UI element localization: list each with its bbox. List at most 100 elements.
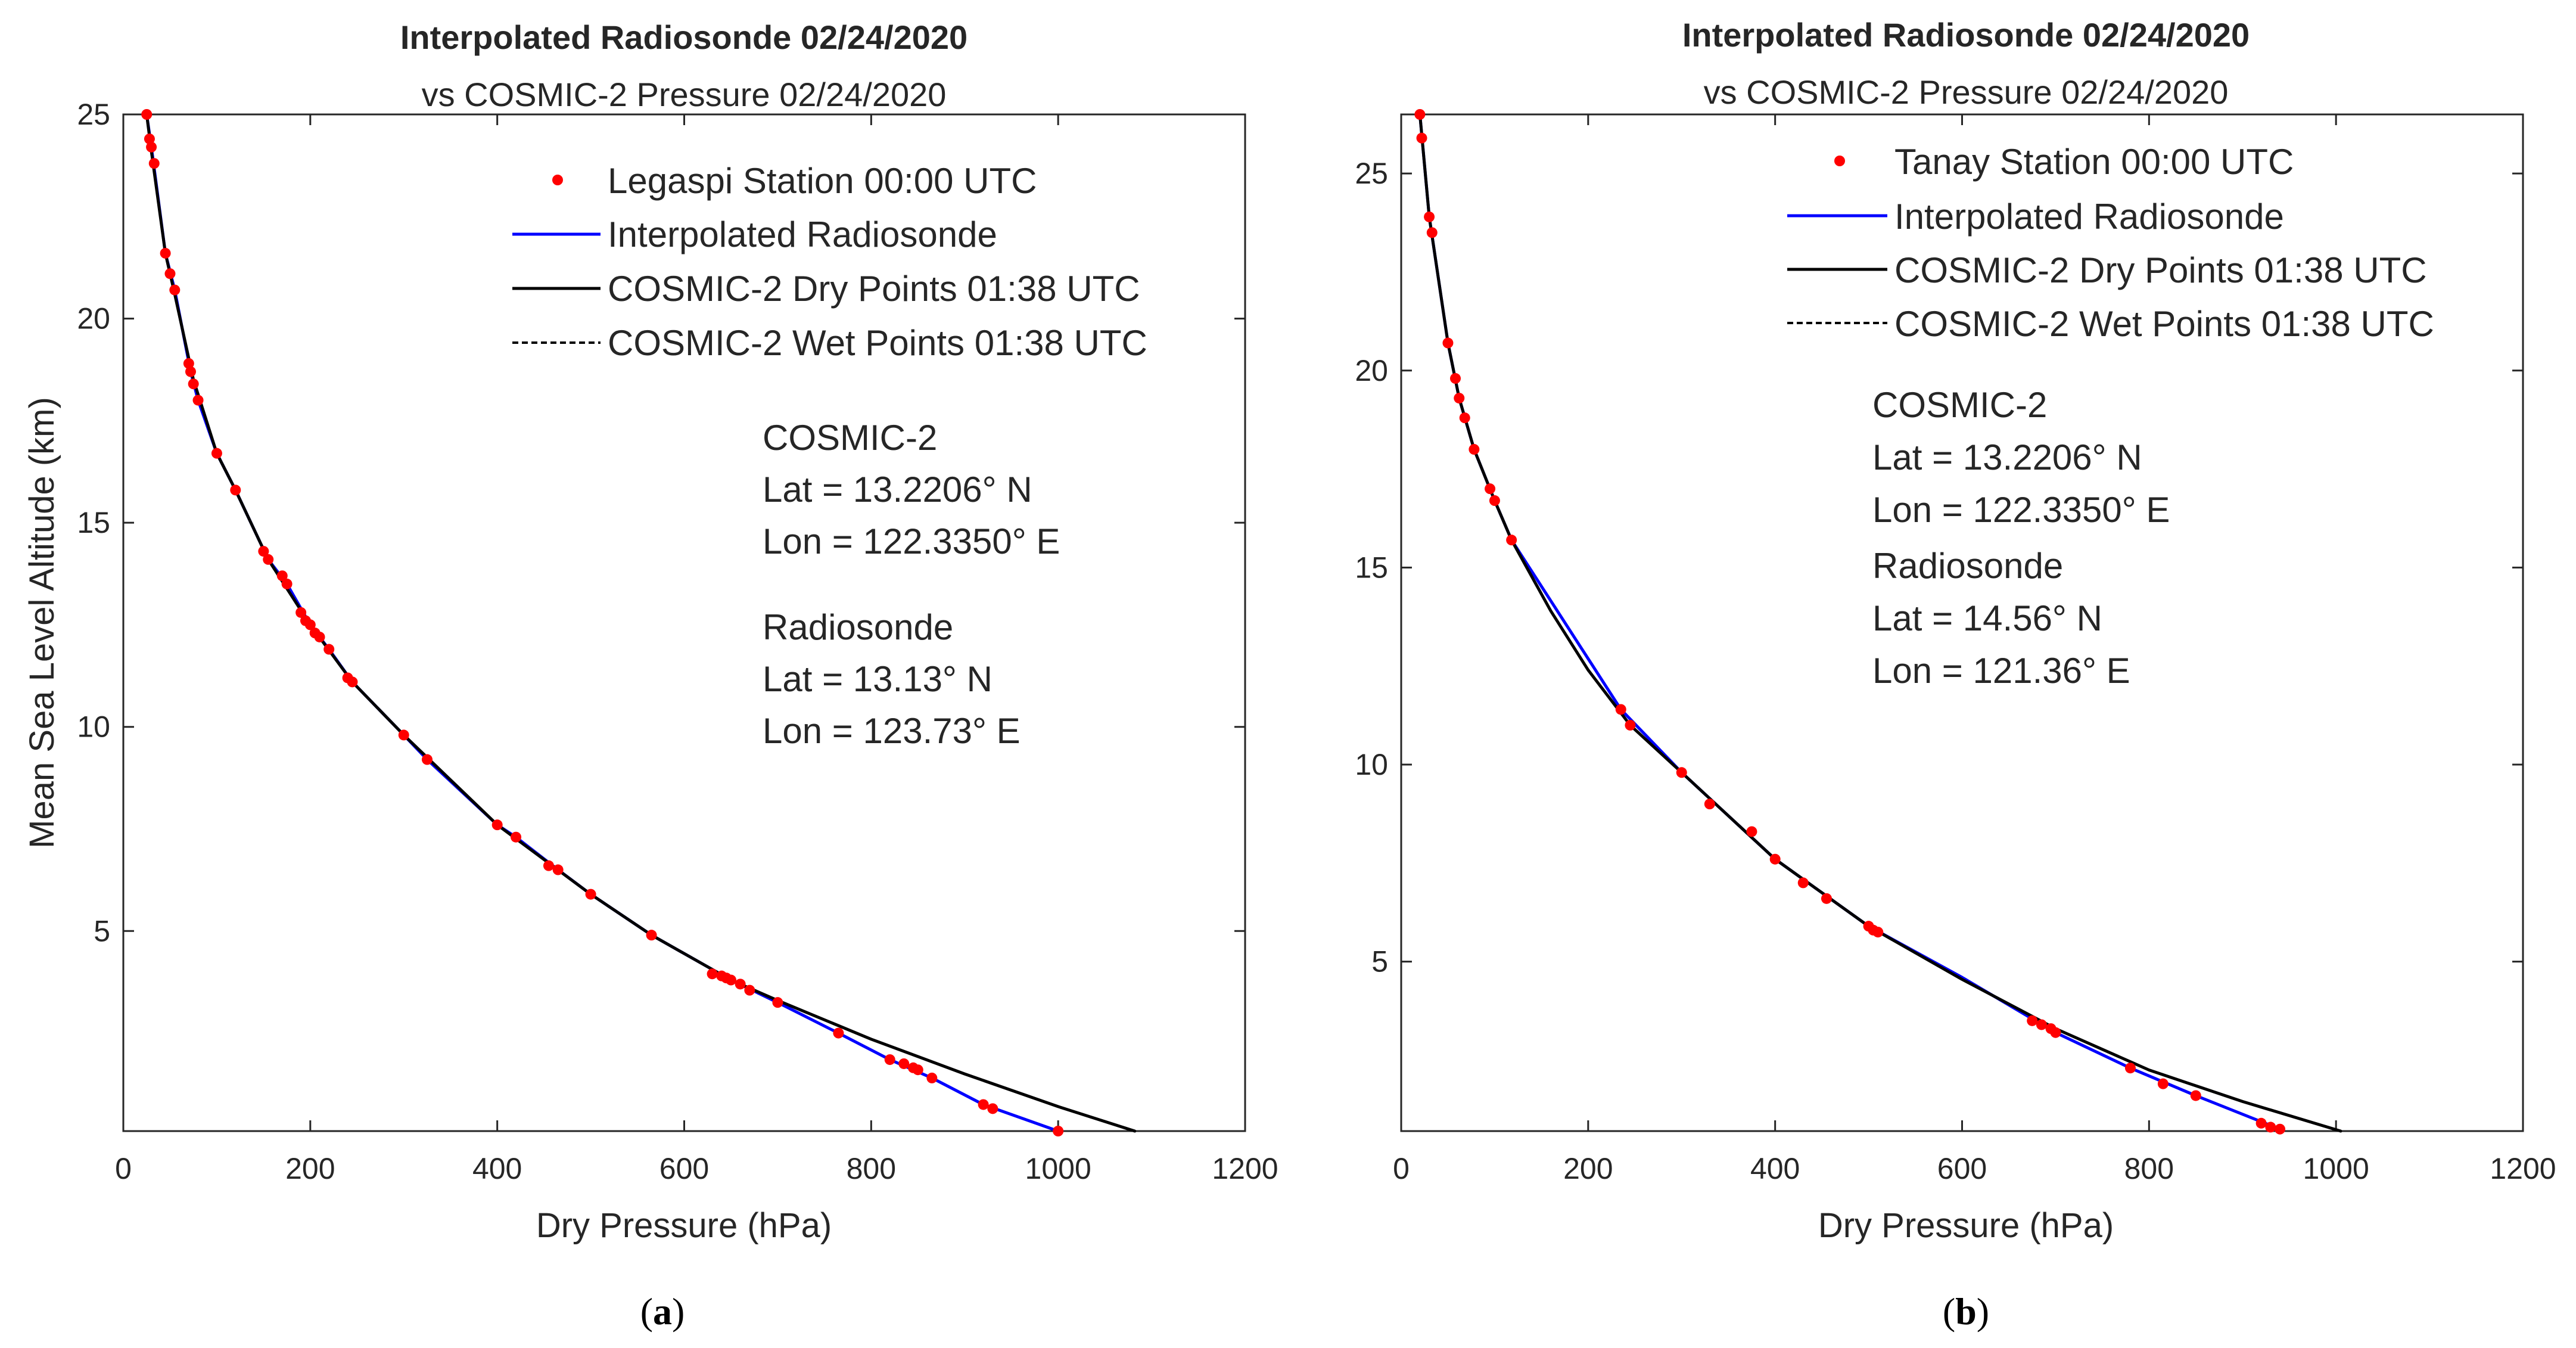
data-point (2027, 1015, 2038, 1026)
data-point (1450, 373, 1461, 384)
annotation-line-b: Lat = 14.56° N (1872, 598, 2102, 638)
data-point (2124, 1063, 2136, 1074)
data-point (898, 1058, 910, 1069)
annotation-line-b: Radiosonde (1872, 546, 2063, 586)
y-tick-label: 15 (1355, 551, 1388, 584)
data-point (1797, 877, 1809, 889)
legend-marker-station-b (1834, 156, 1845, 166)
data-point (421, 754, 433, 765)
legend-a: Legaspi Station 00:00 UTC Interpolated R… (512, 161, 1147, 363)
x-axis-label-b: Dry Pressure (hPa) (1818, 1206, 2114, 1245)
y-ticks-a: 5 10 15 20 25 (77, 98, 1245, 948)
data-point (2050, 1027, 2061, 1038)
data-point (1414, 109, 1426, 120)
data-point (146, 141, 157, 153)
data-point (1459, 412, 1470, 424)
data-point (148, 158, 160, 169)
annotation-line-a: Radiosonde (763, 607, 953, 647)
annotation-line-a: Lat = 13.13° N (763, 659, 993, 699)
data-point (491, 819, 503, 831)
series-line-cosmic-2-wet-points-01-38-utc (145, 113, 1136, 1132)
data-point (1485, 483, 1496, 495)
panel-label-b: (b) (1943, 1290, 1989, 1333)
data-point (144, 133, 155, 145)
data-point (1442, 337, 1454, 349)
data-point (295, 607, 307, 618)
chart-subtitle-b: vs COSMIC-2 Pressure 02/24/2020 (1704, 73, 2229, 111)
data-point (884, 1054, 895, 1066)
legend-label-dry-b: COSMIC-2 Dry Points 01:38 UTC (1894, 250, 2427, 290)
plot-area-b (1400, 113, 2524, 1132)
data-point (211, 448, 222, 459)
data-point (1769, 853, 1781, 865)
annotation-line-b: COSMIC-2 (1872, 385, 2047, 425)
y-tick-label: 10 (77, 710, 110, 744)
annotation-line-b: Lon = 121.36° E (1872, 651, 2130, 691)
chart-panel-a: Interpolated Radiosonde 02/24/2020 vs CO… (23, 18, 1278, 1333)
data-point (1053, 1126, 1064, 1136)
y-axis-label-a: Mean Sea Level Altitude (km) (23, 397, 61, 849)
x-ticks-a: 0 200 400 600 800 1000 1200 (115, 114, 1278, 1185)
data-point (1872, 927, 1884, 938)
data-point (1469, 444, 1480, 455)
data-point (281, 578, 293, 589)
data-point (1704, 799, 1715, 810)
plot-area-a (122, 113, 1246, 1132)
data-point (230, 484, 241, 496)
legend-label-wet-a: COSMIC-2 Wet Points 01:38 UTC (608, 323, 1147, 363)
data-point (1676, 767, 1687, 778)
data-point (2036, 1019, 2047, 1030)
data-point (735, 979, 746, 990)
x-tick-label: 1000 (1025, 1152, 1091, 1185)
annotation-line-a: Lon = 122.3350° E (763, 521, 1060, 561)
data-point (1424, 211, 1435, 222)
data-point (323, 644, 335, 655)
data-point (2190, 1090, 2201, 1101)
data-point (585, 889, 596, 900)
data-point (1416, 132, 1427, 144)
data-point (1454, 393, 1465, 404)
annotation-b: COSMIC-2 Lat = 13.2206° N Lon = 122.3350… (1872, 385, 2170, 691)
legend-b: Tanay Station 00:00 UTC Interpolated Rad… (1787, 142, 2434, 344)
data-point (978, 1099, 989, 1110)
x-tick-label: 600 (659, 1152, 709, 1185)
legend-label-station-b: Tanay Station 00:00 UTC (1894, 142, 2294, 182)
data-point (347, 676, 358, 688)
data-point (2157, 1078, 2169, 1089)
y-tick-label: 5 (1371, 945, 1388, 979)
data-point (2265, 1122, 2276, 1133)
data-point (263, 554, 274, 565)
data-point (725, 974, 736, 986)
data-point (185, 366, 196, 377)
x-tick-label: 800 (847, 1152, 896, 1185)
y-tick-label: 20 (77, 302, 110, 336)
data-point (1821, 893, 1832, 904)
series-group-b (1414, 109, 2342, 1135)
data-point (141, 109, 153, 120)
data-point (646, 930, 657, 941)
data-point (192, 395, 204, 406)
data-point (2275, 1123, 2286, 1135)
data-point (258, 546, 269, 557)
data-point (160, 247, 171, 259)
data-point (543, 860, 554, 871)
annotation-a: COSMIC-2 Lat = 13.2206° N Lon = 122.3350… (763, 418, 1060, 751)
y-tick-label: 5 (94, 914, 110, 948)
data-point (188, 378, 199, 390)
panel-label-a: (a) (640, 1290, 685, 1333)
y-tick-label: 25 (1355, 157, 1388, 190)
data-point (511, 831, 522, 843)
data-point (2255, 1117, 2267, 1129)
x-tick-label: 1200 (1212, 1152, 1278, 1185)
data-point (833, 1027, 844, 1039)
data-point (276, 570, 288, 582)
x-tick-label: 1200 (2490, 1152, 2556, 1185)
data-point (744, 984, 755, 996)
series-line-cosmic-2-wet-points-01-38-utc (1418, 113, 2342, 1132)
annotation-line-a: Lon = 123.73° E (763, 711, 1021, 751)
data-point (912, 1064, 923, 1076)
chart-title-a: Interpolated Radiosonde 02/24/2020 (400, 18, 967, 56)
data-point (1506, 535, 1517, 546)
y-tick-label: 10 (1355, 748, 1388, 781)
